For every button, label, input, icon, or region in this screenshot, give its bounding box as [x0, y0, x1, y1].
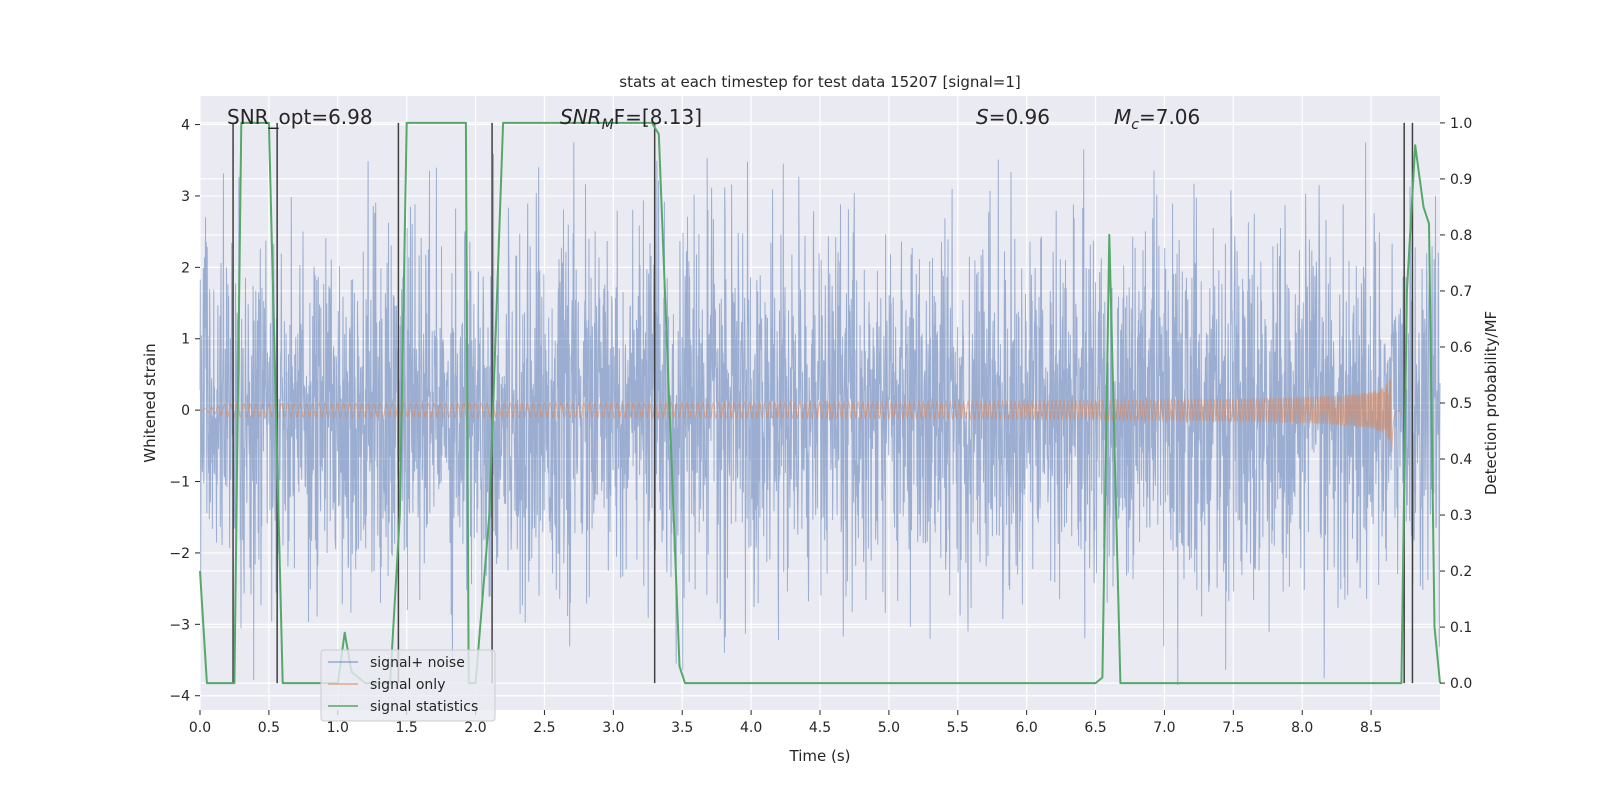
x-tick-label: 4.0 [740, 720, 762, 736]
annotation-s: S=0.96 [976, 105, 1050, 129]
x-tick-label: 7.0 [1153, 720, 1175, 736]
y-left-tick-label: 3 [181, 189, 190, 205]
x-tick-label: 1.5 [396, 720, 418, 736]
y-left-tick-label: 2 [181, 260, 190, 276]
y-right-tick-label: 1.0 [1450, 116, 1472, 132]
x-tick-label: 1.0 [327, 720, 349, 736]
y-right-tick-label: 0.4 [1450, 452, 1472, 468]
y-right-tick-label: 0.6 [1450, 340, 1472, 356]
x-tick-label: 2.0 [464, 720, 486, 736]
y-right-tick-label: 0.9 [1450, 172, 1472, 188]
annotation-snr-mf: SNRMF=[8.13] [560, 105, 702, 133]
annotation-snr-mf-sub: M [602, 117, 614, 133]
annotation-mc-sub: c [1131, 117, 1139, 133]
chart-title: stats at each timestep for test data 152… [619, 73, 1020, 91]
x-tick-label: 3.5 [671, 720, 693, 736]
y-left-tick-label: −2 [169, 546, 190, 562]
y-left-tick-label: −1 [169, 475, 190, 491]
annotation-s-rest: =0.96 [989, 105, 1050, 129]
annotation-mc-rest: =7.06 [1139, 105, 1200, 129]
statistics-line [199, 121, 1441, 685]
y-left-axis-label: Whitened strain [141, 343, 159, 462]
x-tick-label: 8.5 [1360, 720, 1382, 736]
annotation-mc: Mc=7.06 [1114, 105, 1200, 133]
x-tick-label: 0.0 [189, 720, 211, 736]
y-right-tick-label: 0.3 [1450, 508, 1472, 524]
x-tick-label: 7.5 [1222, 720, 1244, 736]
x-tick-label: 0.5 [258, 720, 280, 736]
y-right-tick-label: 0.5 [1450, 396, 1472, 412]
y-left-tick-label: 0 [181, 403, 190, 419]
y-left-tick-label: −4 [169, 689, 190, 705]
x-tick-label: 2.5 [533, 720, 555, 736]
x-tick-label: 6.0 [1016, 720, 1038, 736]
annotation-s-main: S [976, 105, 989, 129]
series-signal-only [200, 378, 1402, 452]
y-right-axis-label: Detection probability/MF [1482, 311, 1500, 495]
legend-label-noise: signal+ noise [370, 655, 465, 671]
annotation-snr-mf-rest: F=[8.13] [614, 105, 702, 129]
legend-box [320, 649, 496, 722]
x-axis-label: Time (s) [789, 747, 851, 765]
y-right-tick-label: 0.7 [1450, 284, 1472, 300]
legend-label-signal: signal only [370, 677, 445, 693]
x-tick-label: 3.0 [602, 720, 624, 736]
x-axis-ticks: 0.0 0.5 1.0 1.5 2.0 2.5 3.0 3.5 4.0 4.5 5.0 5.5 6.0 6… [189, 710, 1382, 736]
y-left-tick-label: −3 [169, 617, 190, 633]
y-left-tick-label: 4 [181, 118, 190, 134]
y-right-axis-ticks: 0.0 0.1 0.2 0.3 0.4 0.5 0.6 0.7 0.8 0.9 1.0 [1440, 116, 1472, 692]
annotation-mc-main: M [1114, 105, 1131, 129]
x-tick-label: 6.5 [1084, 720, 1106, 736]
y-left-tick-label: 1 [181, 332, 190, 348]
annotation-snr-mf-main: SNR [560, 105, 602, 129]
series-signal-statistics [199, 121, 1441, 685]
noise-line [199, 142, 1441, 686]
y-right-tick-label: 0.0 [1450, 676, 1472, 692]
x-tick-label: 5.5 [947, 720, 969, 736]
y-right-tick-label: 0.8 [1450, 228, 1472, 244]
vertical-markers [232, 122, 1414, 684]
series-signal-noise [199, 142, 1441, 686]
y-right-tick-label: 0.1 [1450, 620, 1472, 636]
x-tick-label: 4.5 [809, 720, 831, 736]
y-left-axis-ticks: −4 −3 −2 −1 0 1 2 3 4 [169, 118, 200, 705]
y-right-tick-label: 0.2 [1450, 564, 1472, 580]
x-tick-label: 8.0 [1291, 720, 1313, 736]
annotation-snr-opt: SNR_opt=6.98 [227, 105, 373, 129]
x-tick-label: 5.0 [878, 720, 900, 736]
signal-line [200, 378, 1402, 452]
legend-label-statistics: signal statistics [370, 699, 478, 715]
legend: signal+ noise signal only signal statist… [320, 649, 496, 722]
